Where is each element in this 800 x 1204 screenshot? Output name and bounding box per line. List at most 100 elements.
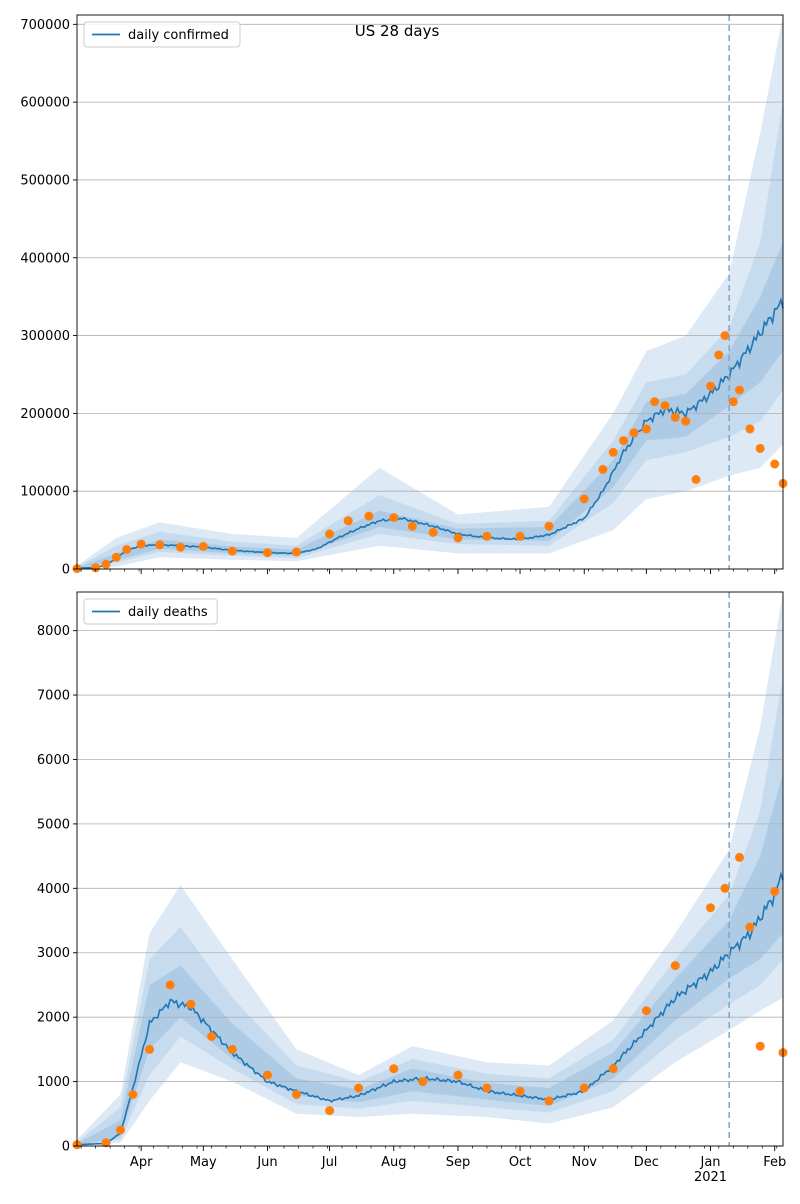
observed-point — [714, 350, 724, 360]
x-tick-label: Sep — [446, 1155, 471, 1170]
observed-point — [670, 412, 680, 422]
observed-point — [770, 459, 780, 469]
observed-point — [122, 545, 132, 554]
band-inner — [77, 772, 783, 1146]
deaths-uncertainty-bands — [77, 592, 783, 1146]
observed-point — [641, 424, 651, 434]
axes-frame — [76, 591, 784, 1147]
observed-point — [515, 1086, 525, 1096]
observed-point — [745, 424, 755, 434]
median-line — [76, 871, 784, 1146]
observed-point — [706, 903, 715, 913]
y-tick-label: 600000 — [20, 96, 70, 111]
observed-point — [101, 1138, 111, 1148]
x-tick-label: Jun — [256, 1155, 277, 1170]
observed-point — [343, 516, 353, 526]
observed-point — [136, 539, 146, 549]
y-tick-label: 200000 — [20, 407, 70, 422]
observed-point — [453, 533, 463, 543]
observed-point — [706, 381, 715, 391]
observed-point — [292, 547, 301, 557]
observed-point — [227, 546, 237, 556]
observed-point — [292, 1090, 301, 1099]
observed-point — [608, 447, 618, 457]
observed-point — [91, 563, 101, 573]
band-middle — [77, 675, 783, 1146]
confirmed-x-axis — [80, 569, 778, 574]
observed-point — [418, 1077, 428, 1087]
observed-point — [720, 331, 730, 341]
y-tick-label: 5000 — [37, 817, 70, 832]
y-tick-label: 3000 — [37, 946, 70, 961]
observed-point — [165, 980, 175, 990]
y-tick-label: 0 — [62, 1140, 70, 1155]
x-tick-label: Jul — [321, 1155, 338, 1170]
band-middle — [77, 102, 783, 569]
observed-point — [128, 1090, 138, 1099]
observed-point — [101, 559, 111, 569]
x-tick-label: Dec — [634, 1155, 659, 1170]
observed-point — [670, 961, 680, 971]
observed-point — [579, 1083, 589, 1093]
observed-point — [145, 1044, 154, 1054]
observed-point — [619, 436, 629, 446]
observed-point — [176, 542, 185, 552]
legend-label: daily confirmed — [128, 28, 229, 43]
observed-point — [755, 443, 765, 453]
x-tick-label: Apr — [130, 1155, 153, 1170]
observed-point — [641, 1006, 651, 1016]
observed-point — [650, 397, 660, 407]
observed-point — [155, 540, 165, 550]
deaths-chart: 0 1000 2000 3000 4000 5000 6000 7000 8000 Apr May… — [37, 591, 788, 1185]
observed-point — [111, 552, 121, 562]
deaths-gridlines — [77, 630, 783, 1147]
band-inner — [77, 242, 783, 569]
confirmed-chart: 0 100000 200000 300000 400000 500000 600000 700… — [20, 14, 788, 578]
deaths-y-axis: 0 1000 2000 3000 4000 5000 6000 7000 8000 — [37, 624, 77, 1155]
observed-point — [681, 416, 691, 426]
y-tick-label: 1000 — [37, 1075, 70, 1090]
observed-point — [745, 922, 755, 932]
observed-point — [428, 527, 438, 537]
deaths-median-line — [76, 871, 784, 1146]
deaths-axes-frame — [76, 591, 784, 1147]
observed-point — [263, 1070, 272, 1080]
observed-point — [735, 852, 744, 862]
observed-point — [660, 401, 670, 411]
observed-point — [770, 887, 780, 896]
y-tick-label: 6000 — [37, 753, 70, 768]
observed-point — [482, 1083, 492, 1093]
x-tick-year-label: 2021 — [694, 1170, 727, 1185]
y-tick-label: 100000 — [20, 485, 70, 500]
x-tick-label: Jan — [700, 1155, 721, 1170]
y-tick-label: 8000 — [37, 624, 70, 639]
legend-box — [83, 598, 218, 625]
legend-label: daily deaths — [128, 605, 208, 620]
observed-point — [629, 428, 639, 438]
y-tick-label: 300000 — [20, 329, 70, 344]
x-tick-label: Nov — [572, 1155, 598, 1170]
confirmed-uncertainty-bands — [77, 15, 783, 569]
y-tick-label: 4000 — [37, 882, 70, 897]
confirmed-y-axis: 0 100000 200000 300000 400000 500000 600000 700… — [20, 18, 77, 578]
observed-point — [116, 1125, 125, 1135]
x-tick-label: Oct — [509, 1155, 531, 1170]
observed-point — [389, 1064, 399, 1074]
y-tick-label: 2000 — [37, 1011, 70, 1026]
observed-point — [544, 1096, 554, 1106]
observed-point — [263, 548, 272, 558]
observed-point — [544, 521, 554, 531]
observed-point — [453, 1070, 463, 1080]
deaths-legend: daily deaths — [83, 598, 218, 625]
observed-point — [755, 1041, 765, 1051]
x-tick-label: Aug — [381, 1155, 406, 1170]
band-outer — [77, 592, 783, 1146]
confirmed-axes-frame — [76, 14, 784, 570]
band-outer — [77, 15, 783, 569]
observed-point — [407, 521, 417, 531]
observed-point — [579, 494, 589, 504]
observed-point — [325, 1106, 335, 1116]
observed-point — [227, 1044, 237, 1054]
